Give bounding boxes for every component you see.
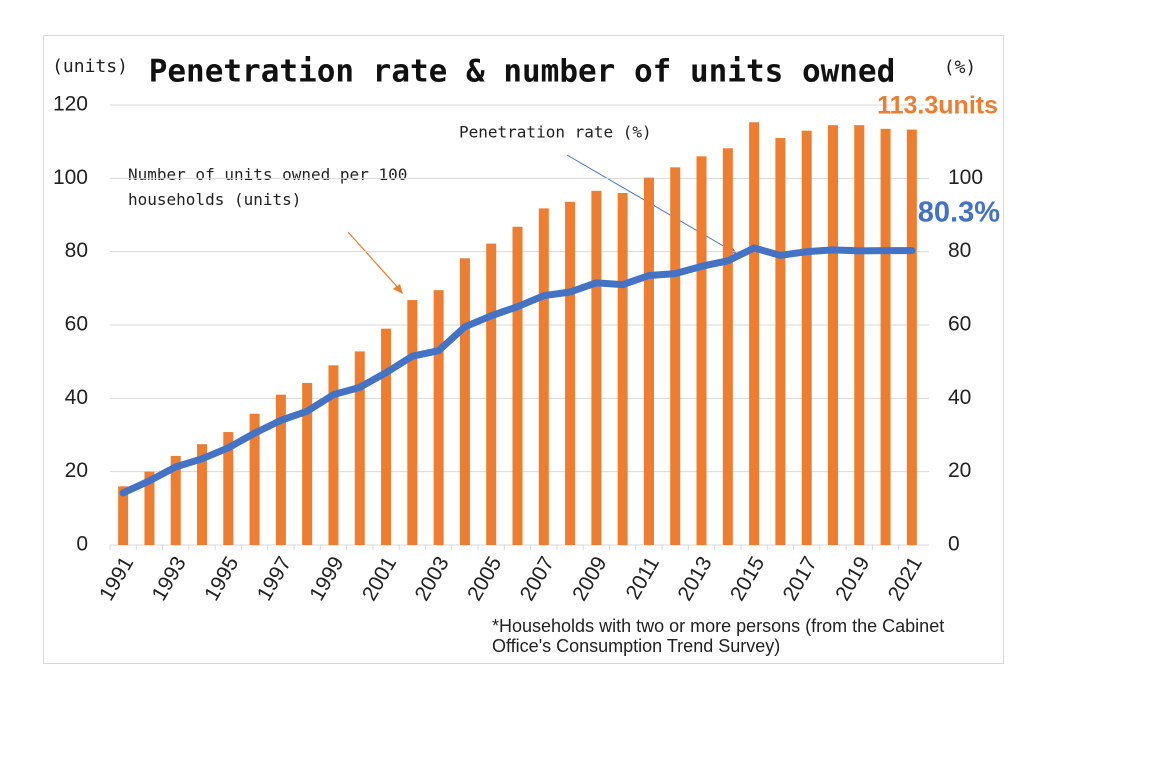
bar — [302, 382, 313, 545]
y-tick-label: 120 — [53, 93, 88, 116]
y-tick-label: 20 — [65, 459, 88, 482]
bar — [486, 243, 497, 545]
y2-tick-label: 60 — [948, 313, 971, 336]
y-axis-label: (units) — [52, 56, 128, 77]
bar — [565, 201, 576, 546]
y-tick-label: 60 — [65, 313, 88, 336]
chart-title: Penetration rate & number of units owned — [149, 54, 896, 90]
bar — [354, 351, 365, 545]
bar — [538, 208, 549, 545]
annotation-line: Number of units owned per 100 — [128, 165, 407, 184]
y-tick-label: 0 — [76, 533, 88, 556]
bar — [512, 226, 523, 545]
y-tick-label: 80 — [65, 239, 88, 262]
y2-tick-label: 100 — [948, 166, 983, 189]
bar — [643, 177, 654, 545]
bar — [722, 148, 733, 545]
bar — [407, 300, 418, 545]
chart-frame — [43, 35, 1004, 664]
bar — [170, 455, 181, 545]
y2-tick-label: 0 — [948, 533, 960, 556]
annotation-line: households (units) — [128, 190, 301, 209]
bar — [118, 486, 129, 545]
bar — [617, 193, 628, 545]
annotation: Penetration rate (%) — [459, 123, 652, 142]
bar — [696, 156, 707, 546]
y2-tick-label: 20 — [948, 459, 971, 482]
y-tick-label: 100 — [53, 166, 88, 189]
data-label: 80.3% — [918, 197, 1000, 229]
bar — [670, 167, 681, 546]
bar — [801, 130, 812, 545]
bar — [854, 125, 865, 546]
bar — [197, 444, 208, 545]
y-tick-label: 40 — [65, 386, 88, 409]
bar — [381, 328, 392, 545]
bar — [144, 471, 155, 545]
bar — [249, 413, 260, 545]
bar — [433, 290, 444, 545]
bar — [906, 129, 917, 546]
annotation-arrow — [347, 231, 401, 291]
bar — [880, 128, 891, 546]
footnote-line: *Households with two or more persons (fr… — [492, 616, 944, 636]
y2-tick-label: 80 — [948, 239, 971, 262]
bar — [223, 432, 234, 545]
footnote: *Households with two or more persons (fr… — [492, 616, 949, 656]
y2-axis-label: (%) — [944, 57, 977, 78]
bar — [275, 394, 286, 545]
data-label: 113.3units — [877, 92, 998, 120]
bar — [328, 365, 339, 545]
y2-tick-label: 40 — [948, 386, 971, 409]
line — [119, 244, 916, 497]
bar — [775, 138, 786, 545]
footnote-line: Office's Consumption Trend Survey) — [492, 636, 780, 656]
bar — [591, 190, 602, 546]
arrow-head — [393, 284, 403, 294]
bar — [827, 125, 838, 546]
bar — [749, 122, 760, 545]
bar — [459, 258, 470, 545]
